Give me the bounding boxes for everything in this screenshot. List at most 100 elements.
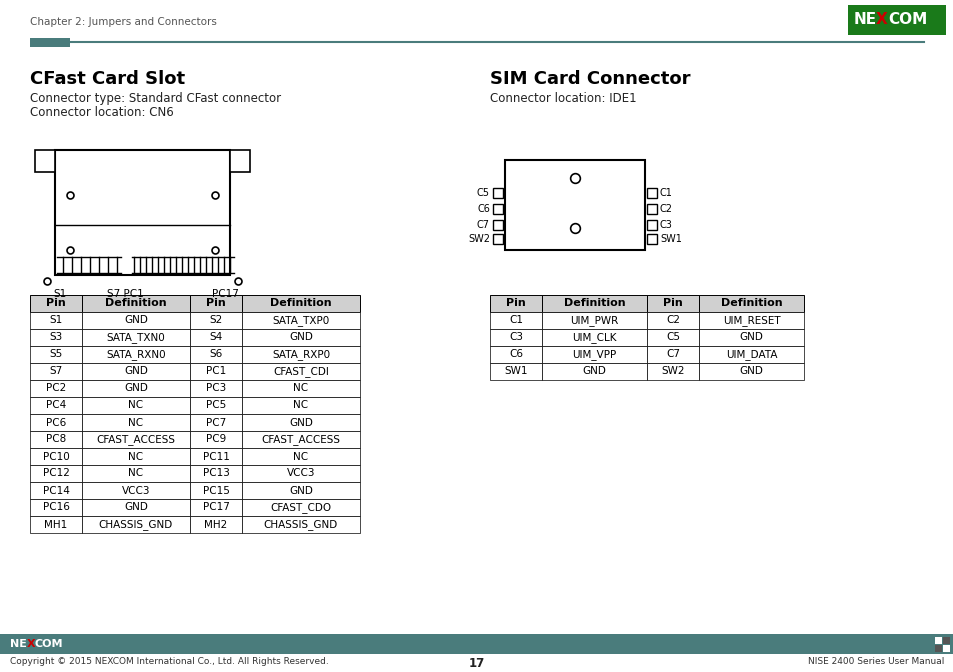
Bar (30, 499, 82, 516)
Bar (934, 637, 941, 644)
Bar (646, 363, 699, 380)
Bar (646, 220, 657, 230)
Text: PC13: PC13 (202, 468, 230, 478)
Text: GND: GND (124, 315, 148, 325)
Bar (242, 482, 359, 499)
Bar (490, 363, 541, 380)
Text: Definition: Definition (563, 298, 624, 308)
Text: S2: S2 (209, 315, 222, 325)
Text: Definition: Definition (105, 298, 167, 308)
Text: GND: GND (289, 333, 313, 343)
Bar (30, 414, 82, 431)
Text: C6: C6 (476, 204, 490, 214)
Bar (30, 38, 70, 47)
Text: CHASSIS_GND: CHASSIS_GND (99, 519, 172, 530)
Text: VCC3: VCC3 (287, 468, 314, 478)
Bar (699, 312, 803, 329)
Text: CFAST_ACCESS: CFAST_ACCESS (96, 434, 175, 445)
Text: MH2: MH2 (204, 519, 228, 530)
Bar (190, 499, 242, 516)
Bar (646, 346, 699, 363)
Text: Pin: Pin (206, 298, 226, 308)
Bar (30, 516, 82, 533)
Bar (541, 329, 646, 346)
Text: NC: NC (129, 452, 143, 462)
Text: Definition: Definition (270, 298, 332, 308)
Bar (699, 329, 803, 346)
Text: Copyright © 2015 NEXCOM International Co., Ltd. All Rights Reserved.: Copyright © 2015 NEXCOM International Co… (10, 657, 329, 666)
Bar (30, 482, 82, 499)
Bar (82, 499, 190, 516)
Text: NC: NC (129, 417, 143, 427)
Text: X: X (27, 639, 35, 649)
Bar (190, 346, 242, 363)
Text: PC8: PC8 (46, 435, 66, 444)
Bar (699, 346, 803, 363)
Bar (493, 204, 502, 214)
Text: PC17: PC17 (202, 503, 230, 513)
Text: NC: NC (129, 401, 143, 411)
Text: GND: GND (289, 485, 313, 495)
Bar (242, 397, 359, 414)
Text: PC6: PC6 (46, 417, 66, 427)
Bar (699, 295, 803, 312)
Text: C7: C7 (476, 220, 490, 230)
Text: GND: GND (739, 366, 762, 376)
Bar (190, 516, 242, 533)
Bar (504, 160, 644, 250)
Text: CFAST_CDI: CFAST_CDI (273, 366, 329, 377)
Text: NE: NE (853, 13, 876, 28)
Bar (55, 150, 230, 275)
Text: PC3: PC3 (206, 384, 226, 394)
Bar (35, 150, 55, 172)
Text: SATA_TXP0: SATA_TXP0 (273, 315, 330, 326)
Text: Pin: Pin (662, 298, 682, 308)
Bar (646, 234, 657, 244)
Bar (541, 346, 646, 363)
Text: C5: C5 (476, 188, 490, 198)
Text: S1: S1 (50, 315, 63, 325)
Text: SATA_RXP0: SATA_RXP0 (272, 349, 330, 360)
Bar (490, 346, 541, 363)
Text: UIM_CLK: UIM_CLK (572, 332, 616, 343)
Text: UIM_VPP: UIM_VPP (572, 349, 616, 360)
Bar (242, 516, 359, 533)
Text: CFAST_CDO: CFAST_CDO (270, 502, 332, 513)
Bar (646, 329, 699, 346)
Bar (30, 312, 82, 329)
Text: C3: C3 (509, 333, 522, 343)
Bar (493, 220, 502, 230)
Text: NISE 2400 Series User Manual: NISE 2400 Series User Manual (807, 657, 943, 666)
Bar (82, 363, 190, 380)
Bar (30, 295, 82, 312)
Bar (0, 634, 953, 654)
Text: GND: GND (124, 366, 148, 376)
Text: 17: 17 (468, 657, 485, 670)
Bar (82, 312, 190, 329)
Bar (30, 329, 82, 346)
Text: PC4: PC4 (46, 401, 66, 411)
Bar (646, 204, 657, 214)
Bar (190, 363, 242, 380)
Bar (30, 397, 82, 414)
Text: PC2: PC2 (46, 384, 66, 394)
Bar (190, 448, 242, 465)
Bar (82, 380, 190, 397)
Bar (493, 188, 502, 198)
Bar (30, 380, 82, 397)
Text: C2: C2 (659, 204, 672, 214)
Text: GND: GND (739, 333, 762, 343)
Text: COM: COM (35, 639, 64, 649)
Bar (490, 295, 541, 312)
Text: SIM Card Connector: SIM Card Connector (490, 70, 690, 88)
Text: C1: C1 (509, 315, 522, 325)
Text: NC: NC (294, 452, 308, 462)
Text: C3: C3 (659, 220, 672, 230)
Bar (242, 312, 359, 329)
Text: Connector location: IDE1: Connector location: IDE1 (490, 92, 636, 105)
Bar (82, 465, 190, 482)
Bar (82, 516, 190, 533)
Text: NC: NC (129, 468, 143, 478)
Bar (30, 448, 82, 465)
Text: PC17: PC17 (212, 289, 238, 299)
